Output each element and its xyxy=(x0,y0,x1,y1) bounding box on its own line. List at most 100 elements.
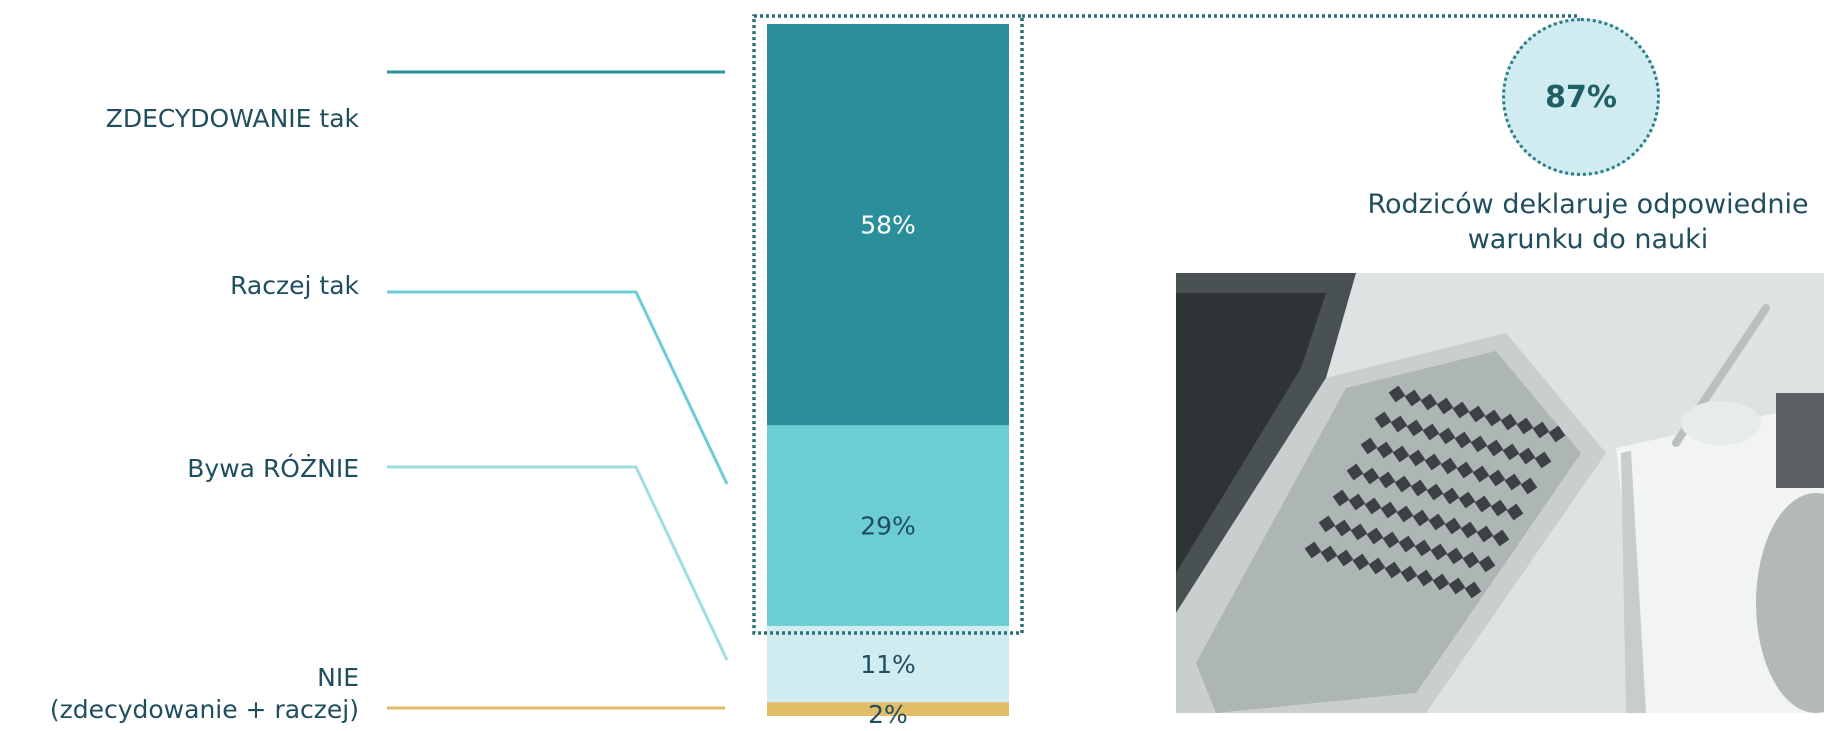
keyboard-key xyxy=(1368,557,1386,575)
category-label-3: NIE (zdecydowanie + raczej) xyxy=(49,663,359,724)
keyboard-key xyxy=(1422,423,1440,441)
keyboard-key xyxy=(1458,491,1476,509)
bar-segment-1 xyxy=(767,425,1009,627)
keyboard-key xyxy=(1470,435,1488,453)
highlight-percentage-circle: 87% xyxy=(1502,18,1660,176)
keyboard-key xyxy=(1444,517,1462,535)
keyboard-key xyxy=(1506,503,1524,521)
keyboard-key xyxy=(1490,499,1508,517)
keyboard-key xyxy=(1468,405,1486,423)
keyboard-key xyxy=(1500,413,1518,431)
keyboard-key xyxy=(1360,437,1378,455)
keyboard-key xyxy=(1420,393,1438,411)
bar-segment-3 xyxy=(767,702,1009,716)
keyboard-key xyxy=(1454,431,1472,449)
keyboard-key xyxy=(1412,509,1430,527)
keyboard-key xyxy=(1408,449,1426,467)
connector-line-1 xyxy=(387,290,729,485)
keyboard-key xyxy=(1486,439,1504,457)
keyboard-key xyxy=(1388,385,1406,403)
category-label-0: ZDECYDOWANIE tak xyxy=(105,104,359,133)
keyboard-key xyxy=(1350,523,1368,541)
keyboard-key xyxy=(1446,547,1464,565)
keyboard-key xyxy=(1462,551,1480,569)
keyboard-key xyxy=(1320,545,1338,563)
bar-value-label-3: 2% xyxy=(868,700,908,729)
keyboard-key xyxy=(1346,463,1364,481)
bar-segment-2 xyxy=(767,626,1009,703)
keyboard-key xyxy=(1464,581,1482,599)
keyboard-key xyxy=(1380,501,1398,519)
keyboard-key xyxy=(1430,543,1448,561)
keyboard-key xyxy=(1392,445,1410,463)
keyboard-key xyxy=(1410,479,1428,497)
keyboard-key xyxy=(1478,555,1496,573)
keyboard-key xyxy=(1456,461,1474,479)
keyboard-key xyxy=(1492,529,1510,547)
keyboard-key xyxy=(1336,549,1354,567)
keyboard-key xyxy=(1332,489,1350,507)
highlight-caption: Rodziców deklaruje odpowiednie warunku d… xyxy=(1352,187,1824,257)
keyboard-key xyxy=(1396,505,1414,523)
keyboard-key xyxy=(1398,535,1416,553)
highlight-caption-line-1: Rodziców deklaruje odpowiednie xyxy=(1367,189,1809,220)
keyboard-key xyxy=(1438,427,1456,445)
keyboard-key xyxy=(1376,441,1394,459)
chart-value-labels: 58% 29% 11% 2% xyxy=(860,211,916,729)
keyboard-key xyxy=(1382,531,1400,549)
highlight-caption-line-2: warunku do nauki xyxy=(1467,224,1709,255)
bar-value-label-0: 58% xyxy=(860,211,916,240)
keyboard-key xyxy=(1532,421,1550,439)
keyboard-key xyxy=(1432,573,1450,591)
keyboard-key xyxy=(1518,447,1536,465)
keyboard-key xyxy=(1424,453,1442,471)
keyboard-key xyxy=(1436,397,1454,415)
keyboard-key xyxy=(1406,419,1424,437)
laptop-notebook-photo xyxy=(1176,273,1824,713)
chart-connector-lines xyxy=(387,70,729,710)
connector-line-2 xyxy=(387,465,729,661)
keyboard-key xyxy=(1334,519,1352,537)
keyboard-key xyxy=(1440,457,1458,475)
keyboard-key xyxy=(1348,493,1366,511)
keyboard-key xyxy=(1416,569,1434,587)
keyboard-key xyxy=(1414,539,1432,557)
keyboard-key xyxy=(1366,527,1384,545)
keyboard-key xyxy=(1504,473,1522,491)
keyboard-key xyxy=(1502,443,1520,461)
keyboard-key xyxy=(1364,497,1382,515)
keyboard-key xyxy=(1484,409,1502,427)
keyboard-key xyxy=(1520,477,1538,495)
keyboard-key xyxy=(1426,483,1444,501)
keyboard-key xyxy=(1488,469,1506,487)
chart-bars xyxy=(767,24,1009,716)
keyboard-key xyxy=(1474,495,1492,513)
keyboard-key xyxy=(1318,515,1336,533)
keyboard-key xyxy=(1390,415,1408,433)
keyboard-key xyxy=(1472,465,1490,483)
keyboard-key xyxy=(1442,487,1460,505)
highlight-frame-rect xyxy=(752,14,1024,635)
keyboard-key xyxy=(1352,553,1370,571)
keyboard-key xyxy=(1460,521,1478,539)
category-label-2: Bywa RÓŻNIE xyxy=(187,454,359,483)
bar-value-label-1: 29% xyxy=(860,512,916,541)
keyboard-key xyxy=(1516,417,1534,435)
keyboard-key xyxy=(1448,577,1466,595)
keyboard-key xyxy=(1374,411,1392,429)
highlight-value: 87% xyxy=(1545,79,1617,115)
bar-value-label-2: 11% xyxy=(860,650,916,679)
keyboard-key xyxy=(1384,561,1402,579)
keyboard-key xyxy=(1534,451,1552,469)
keyboard-key xyxy=(1378,471,1396,489)
keyboard-key xyxy=(1548,425,1566,443)
keyboard-key xyxy=(1428,513,1446,531)
keyboard-key xyxy=(1404,389,1422,407)
keyboard-key xyxy=(1394,475,1412,493)
laptop-photo-icon xyxy=(1176,273,1824,713)
keyboard-key xyxy=(1400,565,1418,583)
keyboard-key xyxy=(1452,401,1470,419)
keyboard-key xyxy=(1362,467,1380,485)
highlight-dotted-frame xyxy=(752,14,1580,635)
